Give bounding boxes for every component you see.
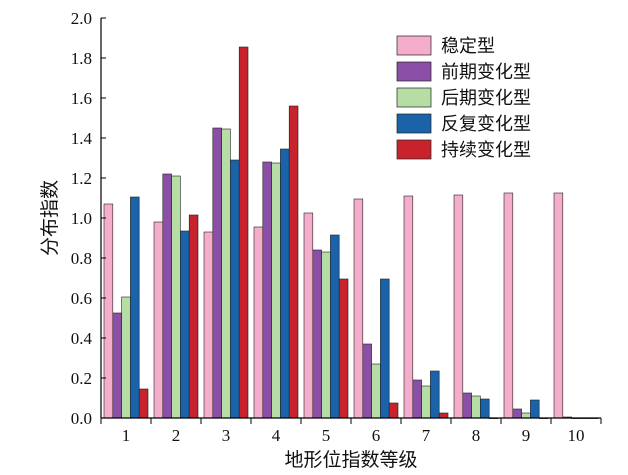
bars-group	[103, 46, 599, 419]
bar-1-series-5	[138, 388, 149, 419]
y-axis-title: 分布指数	[39, 180, 61, 256]
bar-10-series-1	[553, 192, 564, 419]
bar-2-series-5	[188, 214, 199, 419]
y-tick-label: 0.8	[71, 249, 92, 268]
x-tick-label: 9	[522, 426, 531, 445]
legend-label: 后期变化型	[441, 88, 531, 109]
y-tick-label: 1.6	[71, 89, 92, 108]
legend-label: 前期变化型	[441, 62, 531, 83]
bar-8-series-4	[480, 398, 490, 419]
bar-8-series-1	[453, 194, 464, 419]
bar-1-series-4	[130, 196, 140, 419]
bar-3-series-3	[221, 128, 231, 419]
bar-7-series-2	[412, 379, 422, 419]
x-tick-label: 7	[422, 426, 431, 445]
bar-8-series-3	[471, 395, 481, 419]
bar-9-series-4	[530, 399, 540, 419]
bar-3-series-4	[230, 159, 240, 419]
bar-6-series-4	[380, 278, 390, 419]
bar-5-series-4	[330, 234, 340, 419]
y-tick-label: 1.4	[71, 129, 93, 148]
legend-label: 稳定型	[441, 36, 495, 57]
bar-6-series-5	[388, 402, 399, 419]
bar-9-series-2	[512, 408, 522, 419]
y-tick-label: 1.0	[71, 209, 92, 228]
bar-3-series-1	[203, 231, 214, 419]
y-tick-label: 2.0	[71, 9, 92, 28]
bar-2-series-3	[171, 175, 181, 419]
x-tick-label: 6	[372, 426, 381, 445]
x-tick-label: 2	[172, 426, 181, 445]
legend-swatch	[396, 35, 432, 56]
bar-5-series-3	[321, 251, 331, 419]
bar-6-series-2	[362, 343, 372, 419]
bar-4-series-2	[262, 161, 272, 419]
bar-4-series-1	[253, 226, 264, 419]
y-tick-label: 1.8	[71, 49, 92, 68]
legend-swatch	[396, 139, 432, 160]
bar-3-series-2	[212, 127, 222, 419]
legend-label: 反复变化型	[441, 114, 531, 135]
bar-9-series-1	[503, 192, 514, 419]
legend-swatch	[396, 61, 432, 82]
legend-label: 持续变化型	[441, 140, 531, 161]
y-tick-label: 0.6	[71, 289, 92, 308]
bar-9-series-3	[521, 412, 531, 419]
bar-1-series-1	[103, 203, 114, 419]
legend-swatch	[396, 113, 432, 134]
bar-7-series-3	[421, 385, 431, 419]
bar-6-series-1	[353, 198, 364, 419]
bar-2-series-1	[153, 221, 164, 419]
bar-1-series-2	[112, 312, 122, 419]
bar-3-series-5	[238, 46, 249, 419]
bar-4-series-4	[280, 148, 290, 419]
bar-1-series-3	[121, 296, 131, 419]
legend-swatch	[396, 87, 432, 108]
bar-8-series-2	[462, 392, 472, 419]
bar-7-series-1	[403, 195, 414, 419]
y-tick-label: 0.4	[71, 329, 93, 348]
y-tick-label: 1.2	[71, 169, 92, 188]
x-tick-label: 5	[322, 426, 331, 445]
bar-4-series-3	[271, 162, 281, 419]
x-tick-label: 1	[122, 426, 131, 445]
bar-5-series-1	[303, 212, 314, 419]
y-tick-label: 0.2	[71, 369, 92, 388]
bar-6-series-3	[371, 363, 381, 419]
x-tick-label: 3	[222, 426, 231, 445]
axes-group: 0.0 0.2 0.4 0.6 0.8 1.0 1.2 1.4 1.6 1.8 2.0 1 2 3 4 5 6 7…	[71, 9, 602, 445]
bar-7-series-4	[430, 370, 440, 419]
x-axis-title: 地形位指数等级	[284, 449, 417, 471]
bar-7-series-5	[438, 412, 449, 419]
bar-5-series-5	[338, 278, 349, 419]
bar-4-series-5	[288, 105, 299, 419]
bar-2-series-4	[180, 230, 190, 419]
bar-5-series-2	[312, 249, 322, 419]
bar-2-series-2	[162, 173, 172, 419]
y-tick-label: 0.0	[71, 409, 92, 428]
x-tick-label: 8	[472, 426, 481, 445]
x-tick-label: 4	[272, 426, 281, 445]
x-tick-label: 10	[568, 426, 585, 445]
